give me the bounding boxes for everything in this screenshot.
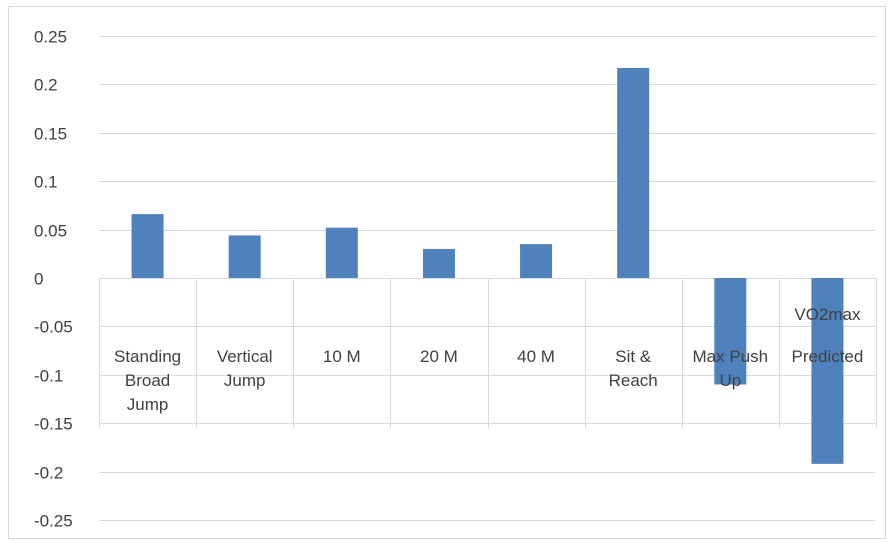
category-label: 10 M: [323, 347, 361, 366]
y-tick-label: 0.05: [34, 222, 67, 241]
y-tick-label: 0: [34, 270, 43, 289]
category-label: Vertical: [217, 347, 273, 366]
category-label: 20 M: [420, 347, 458, 366]
category-label: Predicted: [792, 347, 864, 366]
y-tick-label: 0.15: [34, 125, 67, 144]
category-label: Max Push: [693, 347, 769, 366]
bar: [325, 227, 358, 278]
y-tick-label: -0.1: [34, 367, 63, 386]
category-label: Jump: [224, 371, 266, 390]
y-tick-label: -0.2: [34, 464, 63, 483]
y-tick-label: -0.25: [34, 512, 73, 531]
category-label: Jump: [127, 395, 169, 414]
category-label: Reach: [609, 371, 658, 390]
category-label: VO2max: [794, 305, 861, 324]
category-label: Broad: [125, 371, 170, 390]
bar: [714, 278, 747, 385]
category-label: Up: [719, 371, 741, 390]
bar: [422, 248, 455, 278]
bar: [228, 235, 261, 278]
category-label: Sit &: [615, 347, 652, 366]
y-tick-label: 0.2: [34, 76, 58, 95]
bar: [131, 214, 164, 278]
bar: [617, 67, 650, 278]
category-label: 40 M: [517, 347, 555, 366]
y-tick-label: -0.05: [34, 318, 73, 337]
y-tick-label: -0.15: [34, 415, 73, 434]
bar: [520, 244, 553, 278]
y-tick-label: 0.1: [34, 173, 58, 192]
y-tick-label: 0.25: [34, 28, 67, 47]
bar: [811, 278, 844, 464]
category-label: Standing: [114, 347, 181, 366]
